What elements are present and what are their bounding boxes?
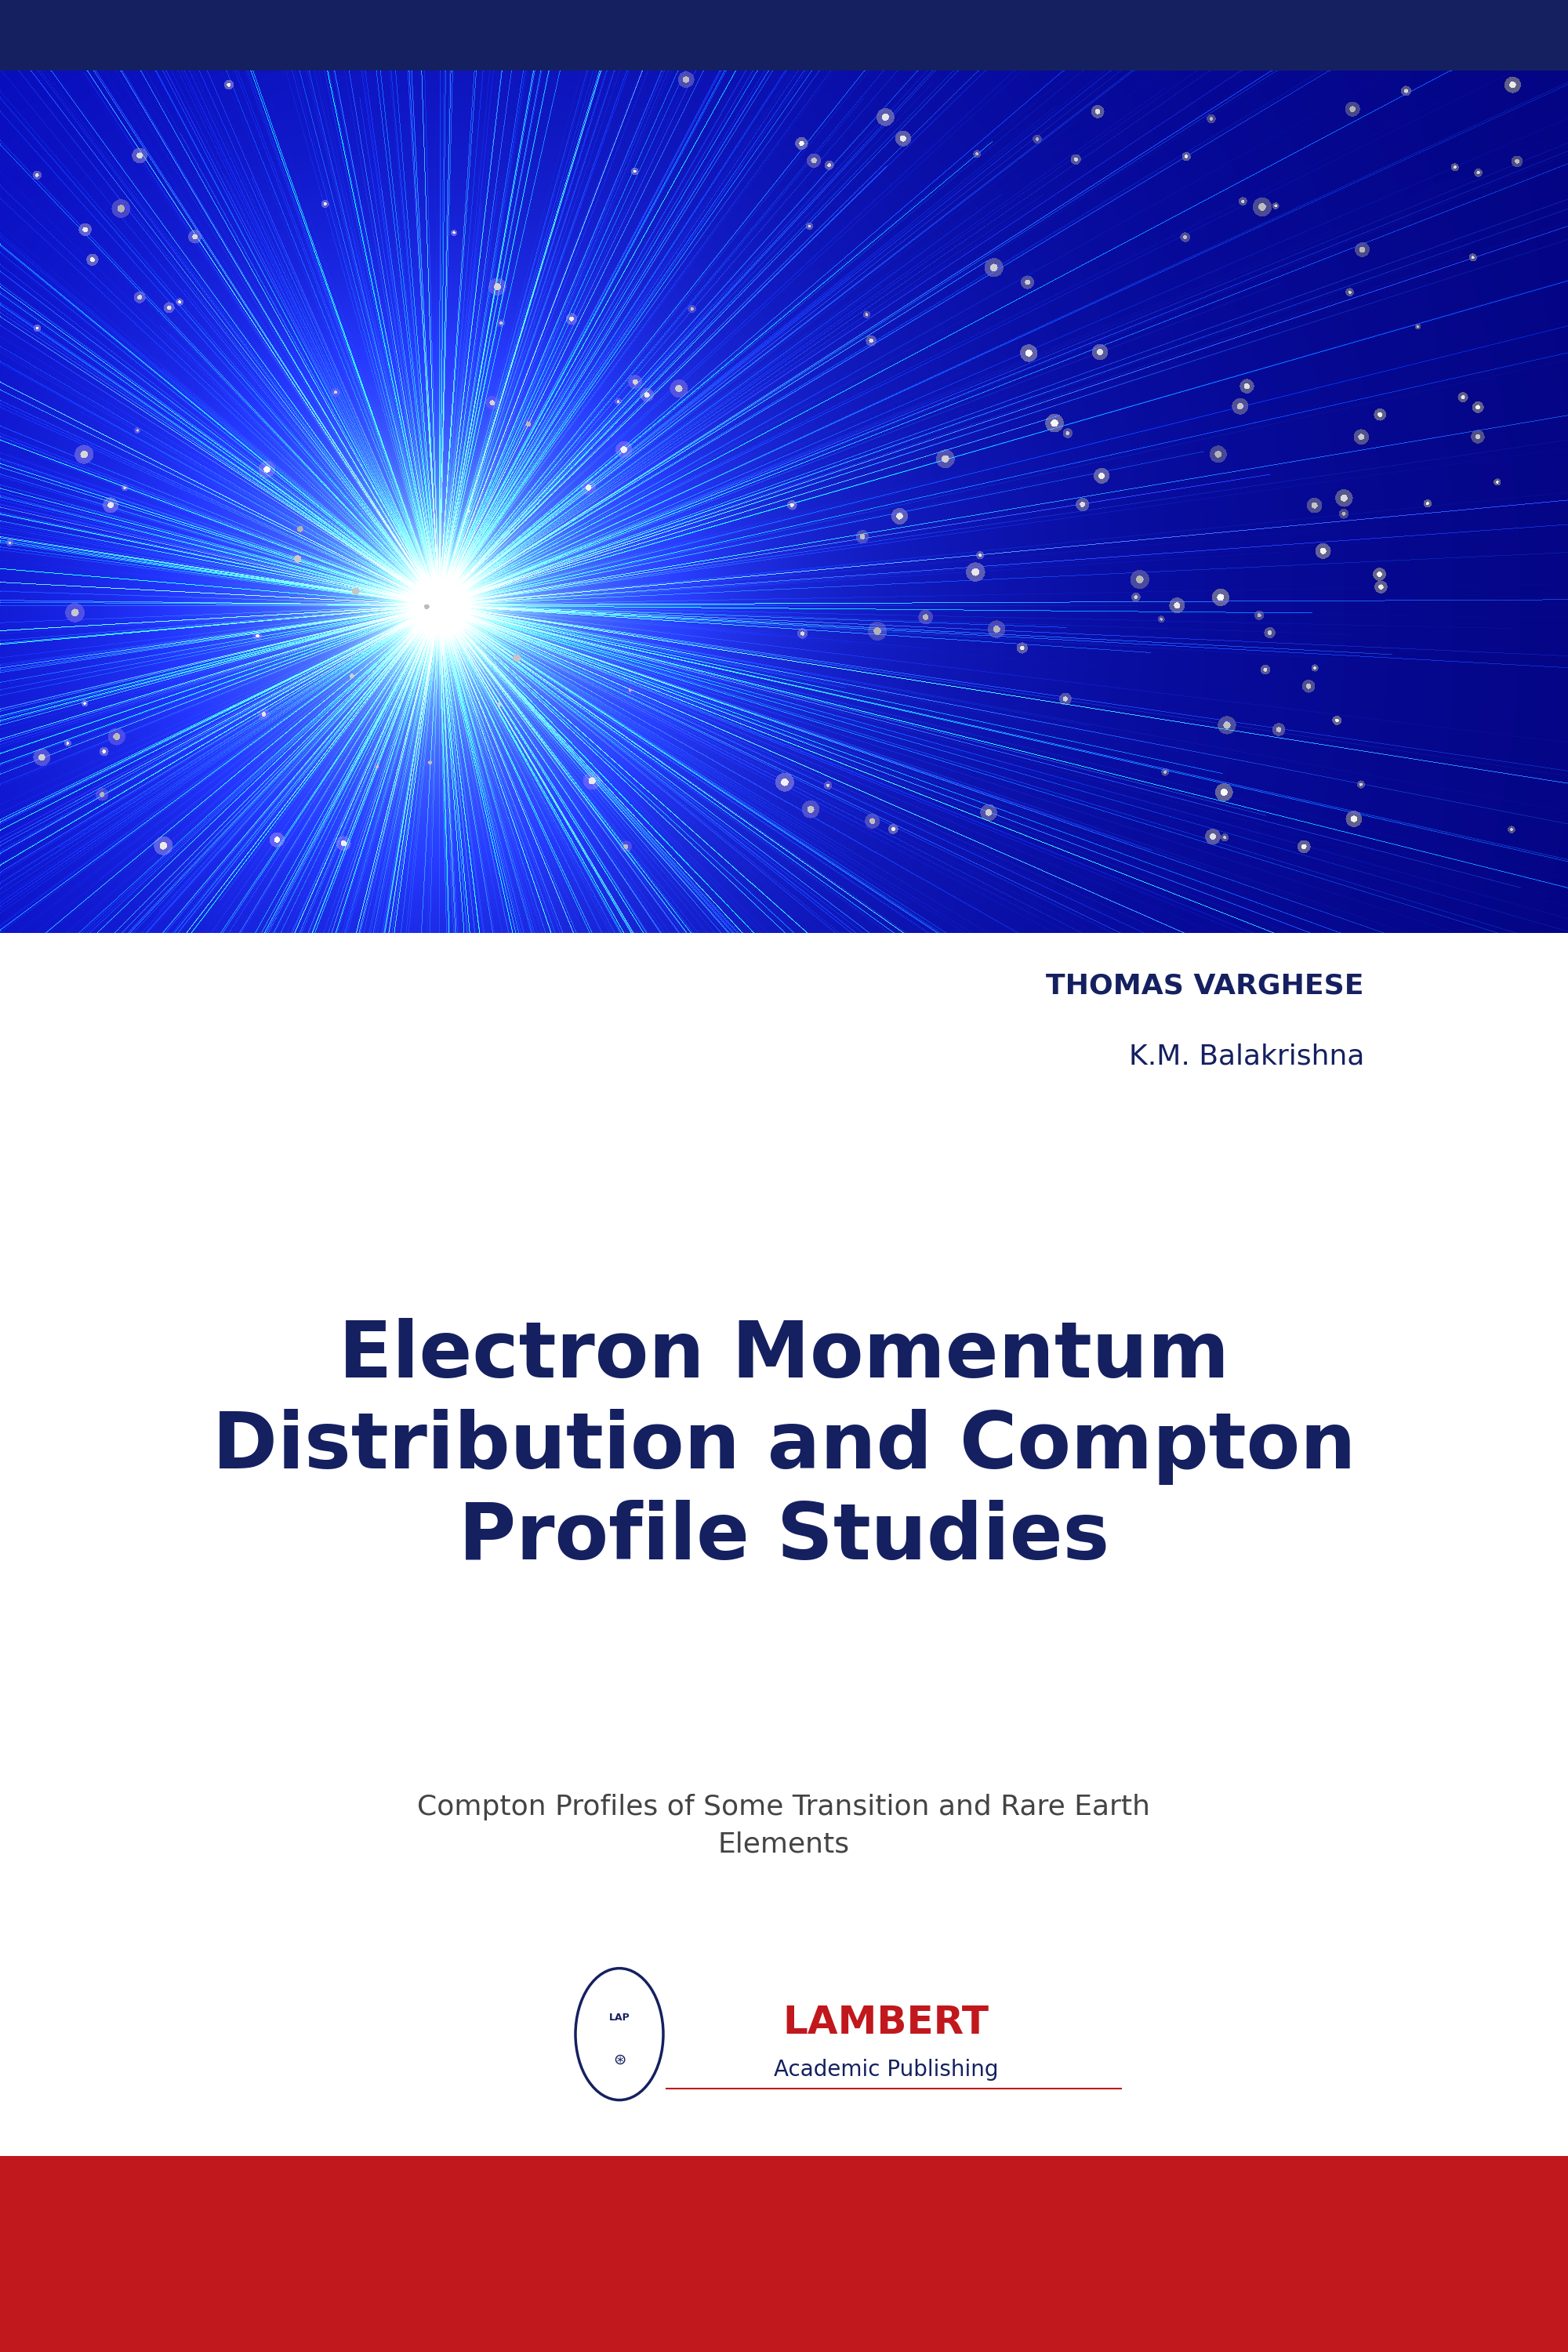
Text: THOMAS VARGHESE: THOMAS VARGHESE [1046, 974, 1364, 1000]
Text: Academic Publishing: Academic Publishing [773, 2058, 999, 2082]
Text: LAP: LAP [608, 2013, 630, 2023]
Bar [0, 0, 1568, 71]
Text: Compton Profiles of Some Transition and Rare Earth
Elements: Compton Profiles of Some Transition and … [417, 1795, 1151, 1858]
Bar [0, 2157, 1568, 2352]
Text: Electron Momentum
Distribution and Compton
Profile Studies: Electron Momentum Distribution and Compt… [212, 1317, 1356, 1576]
Text: LAMBERT: LAMBERT [782, 2004, 989, 2042]
Bar [0, 934, 1568, 2157]
Text: K.M. Balakrishna: K.M. Balakrishna [1129, 1044, 1364, 1070]
Text: ⊛: ⊛ [613, 2053, 626, 2067]
